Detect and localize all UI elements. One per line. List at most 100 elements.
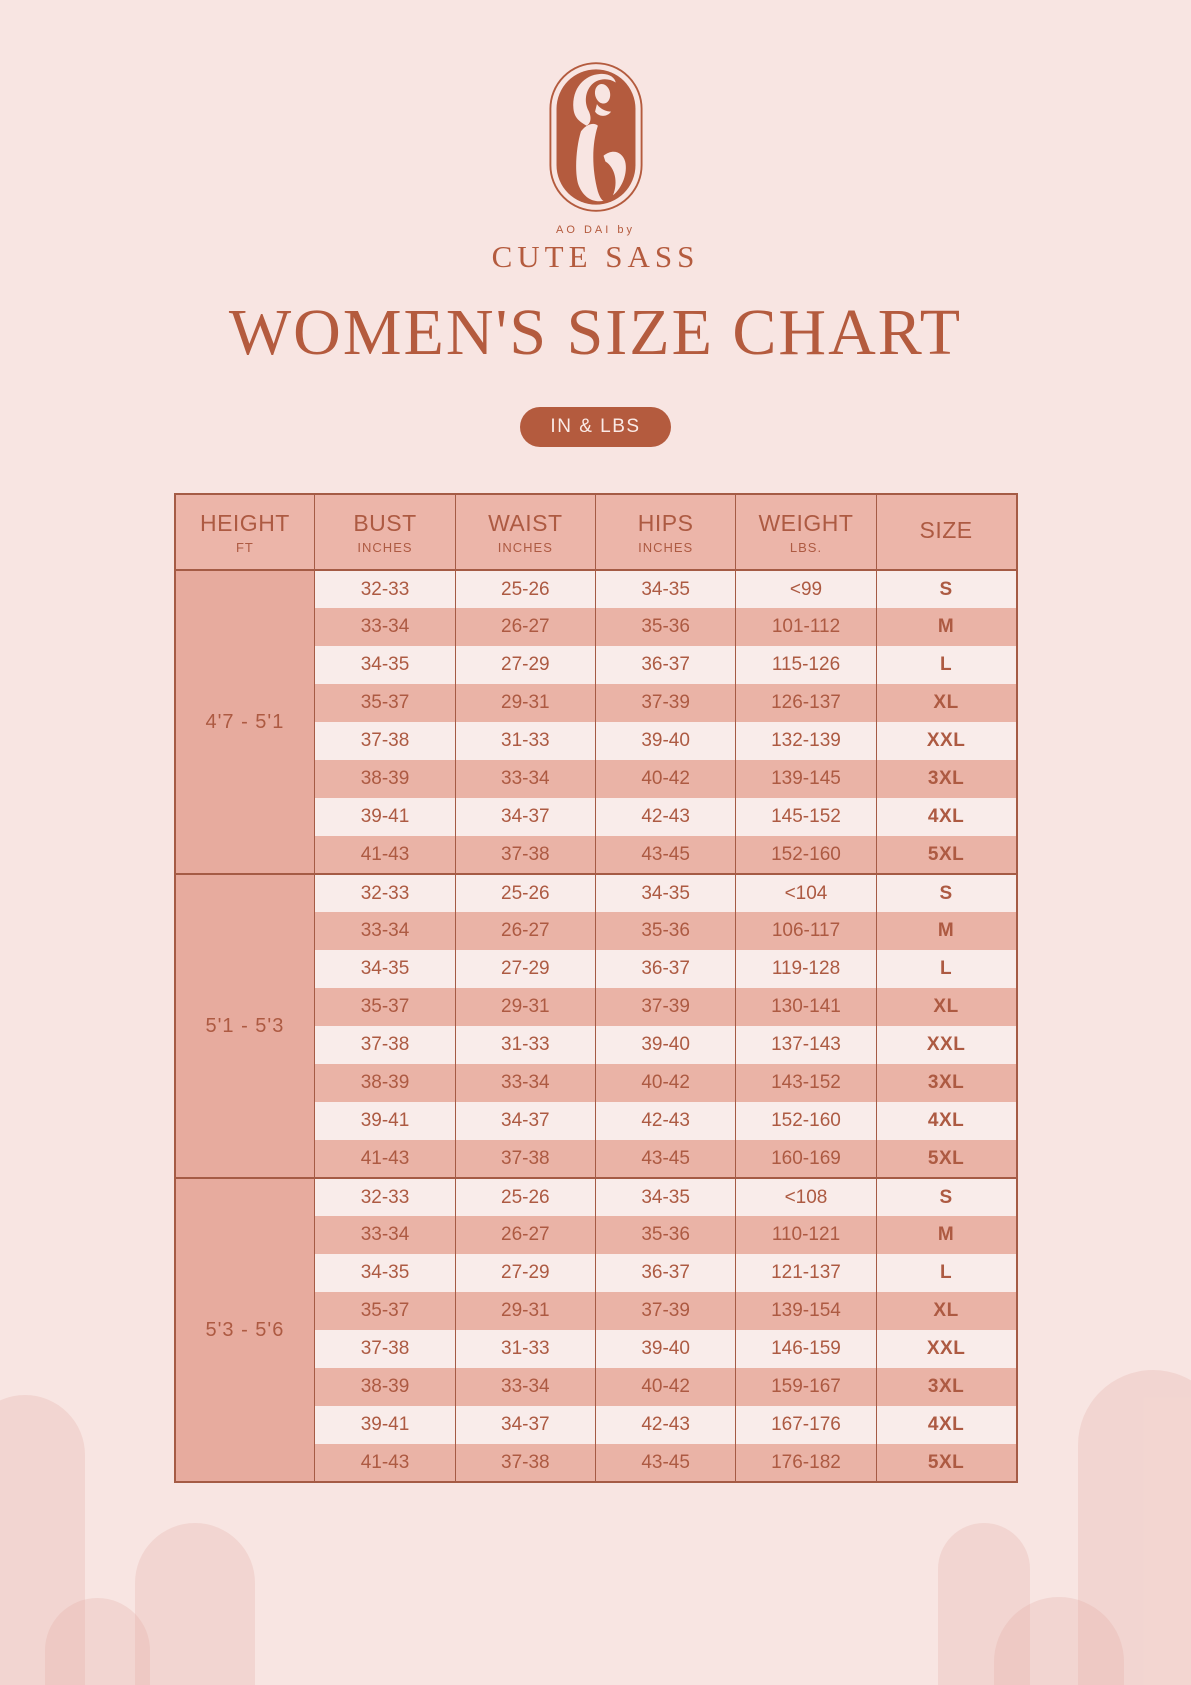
header-waist: WAIST INCHES [454, 494, 596, 571]
waist-cell: 29-31 [454, 1292, 596, 1330]
hips-cell: 43-45 [594, 1444, 737, 1482]
hips-cell: 37-39 [594, 988, 737, 1026]
hips-cell: 40-42 [594, 1064, 737, 1102]
hips-cell: 34-35 [594, 1177, 737, 1216]
woman-figure-logo-icon [548, 62, 643, 212]
waist-cell: 29-31 [454, 684, 596, 722]
weight-cell: <104 [735, 873, 877, 912]
weight-cell: 176-182 [735, 1444, 877, 1482]
table-row: 37-38 31-33 39-40 132-139 XXL [175, 722, 1018, 760]
waist-cell: 33-34 [454, 1368, 596, 1406]
size-cell: XXL [875, 722, 1018, 760]
waist-cell: 31-33 [454, 1026, 596, 1064]
bust-cell: 41-43 [314, 836, 456, 874]
size-cell: XL [875, 1292, 1018, 1330]
waist-cell: 25-26 [454, 569, 596, 608]
weight-cell: 137-143 [735, 1026, 877, 1064]
weight-cell: 143-152 [735, 1064, 877, 1102]
height-group-cell: 5'1 - 5'3 [173, 873, 316, 1178]
hips-cell: 35-36 [594, 1216, 737, 1254]
weight-cell: 160-169 [735, 1140, 877, 1178]
weight-cell: 101-112 [735, 608, 877, 646]
size-cell: S [875, 873, 1018, 912]
brand-name: CUTE SASS [491, 239, 700, 274]
size-cell: XL [875, 988, 1018, 1026]
bust-cell: 39-41 [314, 1406, 456, 1444]
header-weight: WEIGHT LBS. [735, 494, 877, 571]
table-row: 41-43 37-38 43-45 160-169 5XL [175, 1140, 1018, 1178]
size-cell: 4XL [875, 798, 1018, 836]
table-row: 35-37 29-31 37-39 126-137 XL [175, 684, 1018, 722]
page-title: WOMEN'S SIZE CHART [228, 296, 963, 369]
waist-cell: 25-26 [454, 873, 596, 912]
waist-cell: 33-34 [454, 1064, 596, 1102]
waist-cell: 27-29 [454, 646, 596, 684]
waist-cell: 34-37 [454, 798, 596, 836]
hips-cell: 39-40 [594, 1330, 737, 1368]
hips-cell: 35-36 [594, 608, 737, 646]
bust-cell: 38-39 [314, 1064, 456, 1102]
bust-cell: 34-35 [314, 646, 456, 684]
table-row: 39-41 34-37 42-43 167-176 4XL [175, 1406, 1018, 1444]
hips-cell: 39-40 [594, 1026, 737, 1064]
weight-cell: 126-137 [735, 684, 877, 722]
waist-cell: 26-27 [454, 1216, 596, 1254]
waist-cell: 26-27 [454, 608, 596, 646]
hips-cell: 40-42 [594, 1368, 737, 1406]
units-badge: IN & LBS [520, 407, 671, 447]
table-row: 41-43 37-38 43-45 152-160 5XL [175, 836, 1018, 874]
weight-cell: 159-167 [735, 1368, 877, 1406]
arch-decoration [938, 1523, 1030, 1685]
table-row: 41-43 37-38 43-45 176-182 5XL [175, 1444, 1018, 1482]
waist-cell: 34-37 [454, 1102, 596, 1140]
weight-cell: 139-154 [735, 1292, 877, 1330]
size-cell: 3XL [875, 1064, 1018, 1102]
header-bust: BUST INCHES [314, 494, 456, 571]
brand-tagline: AO DAI by [556, 224, 635, 236]
bust-cell: 37-38 [314, 1026, 456, 1064]
waist-cell: 34-37 [454, 1406, 596, 1444]
header-height: HEIGHT FT [173, 494, 316, 571]
hips-cell: 35-36 [594, 912, 737, 950]
size-cell: XXL [875, 1026, 1018, 1064]
weight-cell: <99 [735, 569, 877, 608]
height-group-cell: 4'7 - 5'1 [173, 569, 316, 874]
weight-cell: 130-141 [735, 988, 877, 1026]
weight-cell: 146-159 [735, 1330, 877, 1368]
size-table-header: HEIGHT FT BUST INCHES WAIST INCHES HIPS … [173, 494, 1018, 571]
waist-cell: 29-31 [454, 988, 596, 1026]
weight-cell: 167-176 [735, 1406, 877, 1444]
size-cell: 5XL [875, 1444, 1018, 1482]
size-cell: 5XL [875, 1140, 1018, 1178]
header-sub: INCHES [357, 539, 413, 555]
bust-cell: 32-33 [314, 1177, 456, 1216]
waist-cell: 27-29 [454, 1254, 596, 1292]
hips-cell: 34-35 [594, 569, 737, 608]
waist-cell: 31-33 [454, 1330, 596, 1368]
bust-cell: 35-37 [314, 1292, 456, 1330]
table-row: 37-38 31-33 39-40 146-159 XXL [175, 1330, 1018, 1368]
weight-cell: 121-137 [735, 1254, 877, 1292]
header-sub: INCHES [497, 539, 553, 555]
hips-cell: 34-35 [594, 873, 737, 912]
table-row: 5'3 - 5'6 32-33 25-26 34-35 <108 S [173, 1177, 1018, 1482]
bust-cell: 32-33 [314, 873, 456, 912]
table-row: 4'7 - 5'1 32-33 25-26 34-35 <99 S [173, 569, 1018, 874]
table-row: 33-34 26-27 35-36 106-117 M [175, 912, 1018, 950]
weight-cell: 119-128 [735, 950, 877, 988]
hips-cell: 42-43 [594, 1406, 737, 1444]
size-cell: 4XL [875, 1406, 1018, 1444]
header-sub: LBS. [789, 539, 823, 555]
header-label: WEIGHT [758, 509, 854, 536]
weight-cell: 152-160 [735, 1102, 877, 1140]
weight-cell: 106-117 [735, 912, 877, 950]
table-row: 35-37 29-31 37-39 130-141 XL [175, 988, 1018, 1026]
header-label: WAIST [488, 509, 563, 536]
weight-cell: 145-152 [735, 798, 877, 836]
waist-cell: 27-29 [454, 950, 596, 988]
size-cell: M [875, 608, 1018, 646]
hips-cell: 42-43 [594, 798, 737, 836]
bust-cell: 39-41 [314, 798, 456, 836]
table-row: 37-38 31-33 39-40 137-143 XXL [175, 1026, 1018, 1064]
size-cell: XL [875, 684, 1018, 722]
